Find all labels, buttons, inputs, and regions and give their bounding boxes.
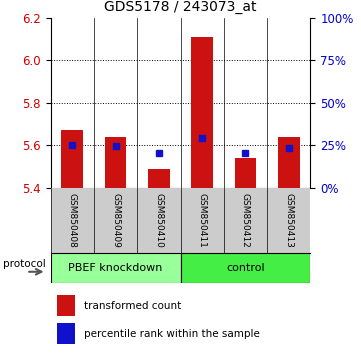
Text: GSM850410: GSM850410 (155, 193, 163, 248)
Text: control: control (226, 263, 265, 273)
Text: GSM850412: GSM850412 (241, 193, 250, 248)
Bar (191, 37, 213, 188)
Text: PBEF knockdown: PBEF knockdown (68, 263, 163, 273)
Text: transformed count: transformed count (84, 301, 181, 311)
Bar (57, 295, 75, 316)
Bar (148, 169, 170, 188)
Title: GDS5178 / 243073_at: GDS5178 / 243073_at (104, 0, 257, 14)
Bar (278, 137, 300, 188)
Text: protocol: protocol (3, 259, 45, 269)
Text: GSM850408: GSM850408 (68, 193, 77, 248)
FancyBboxPatch shape (51, 253, 180, 283)
Bar (57, 324, 75, 344)
Text: GSM850411: GSM850411 (198, 193, 206, 248)
FancyBboxPatch shape (180, 253, 310, 283)
Text: GSM850409: GSM850409 (111, 193, 120, 248)
Bar (61, 130, 83, 188)
Bar (105, 137, 126, 188)
Text: percentile rank within the sample: percentile rank within the sample (84, 329, 260, 339)
Bar (235, 158, 256, 188)
Text: GSM850413: GSM850413 (284, 193, 293, 248)
